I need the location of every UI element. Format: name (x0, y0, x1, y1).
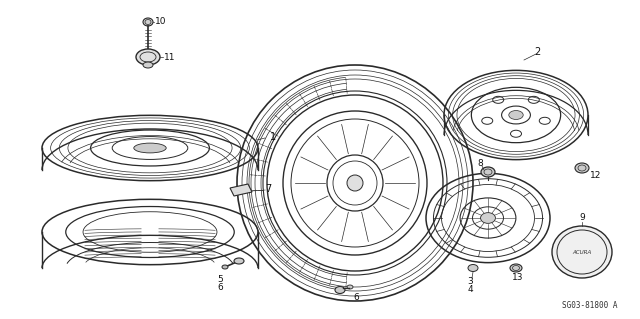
Text: ACURA: ACURA (572, 249, 591, 255)
Ellipse shape (143, 62, 153, 68)
Text: 13: 13 (512, 273, 524, 283)
Text: 2: 2 (534, 47, 540, 57)
Ellipse shape (335, 286, 345, 293)
Ellipse shape (136, 49, 160, 65)
Text: 10: 10 (155, 18, 166, 26)
Text: 7: 7 (265, 184, 271, 194)
Text: 4: 4 (467, 286, 473, 294)
Ellipse shape (481, 213, 495, 223)
Text: 3: 3 (467, 278, 473, 286)
Text: 11: 11 (164, 53, 175, 62)
Ellipse shape (143, 18, 153, 26)
Polygon shape (230, 184, 252, 196)
Ellipse shape (510, 264, 522, 272)
Ellipse shape (552, 226, 612, 278)
Text: 5: 5 (217, 275, 223, 284)
Ellipse shape (509, 111, 524, 119)
Text: 12: 12 (590, 170, 602, 180)
Text: 6: 6 (217, 283, 223, 292)
Text: 1: 1 (270, 132, 276, 142)
Ellipse shape (468, 264, 478, 271)
Text: 6: 6 (353, 293, 359, 302)
Ellipse shape (234, 258, 244, 264)
Ellipse shape (347, 285, 353, 289)
Ellipse shape (481, 167, 495, 177)
Text: 8: 8 (477, 159, 483, 167)
Ellipse shape (575, 163, 589, 173)
Ellipse shape (134, 143, 166, 153)
Text: SG03-81800 A: SG03-81800 A (561, 301, 617, 310)
Text: 9: 9 (579, 213, 585, 222)
Ellipse shape (222, 265, 228, 269)
Ellipse shape (347, 175, 363, 191)
